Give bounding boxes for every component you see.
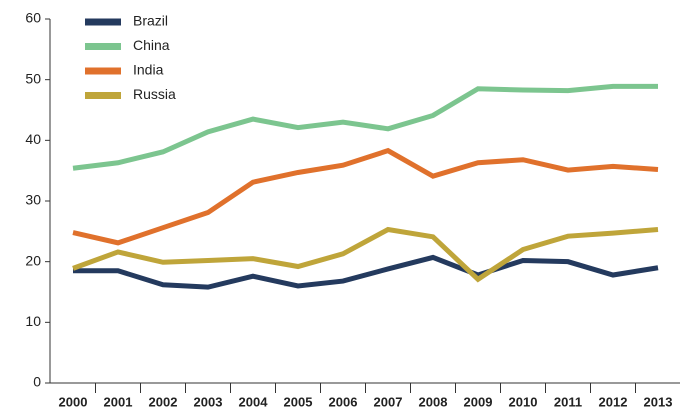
y-tick-label: 50 — [25, 70, 41, 86]
legend-label: China — [133, 37, 170, 53]
line-series — [72, 83, 658, 171]
x-tick-label: 2010 — [509, 394, 538, 409]
x-tick-label: 2003 — [194, 394, 223, 409]
x-tick-label: 2006 — [329, 394, 358, 409]
x-tick-label: 2004 — [239, 394, 269, 409]
y-tick-label: 40 — [25, 131, 41, 147]
x-tick-label: 2009 — [464, 394, 493, 409]
line-series — [73, 254, 659, 290]
x-tick-label: 2007 — [374, 394, 403, 409]
line-series — [72, 147, 659, 246]
legend-label: Brazil — [133, 13, 168, 29]
x-tick-label: 2011 — [554, 394, 582, 409]
legend-label: Russia — [133, 86, 176, 102]
legend-label: India — [133, 62, 164, 78]
x-tick-label: 2001 — [104, 394, 133, 409]
y-tick-label: 10 — [25, 313, 41, 329]
x-tick-label: 2008 — [419, 394, 448, 409]
y-tick-label: 0 — [33, 374, 41, 390]
y-tick-label: 30 — [25, 192, 41, 208]
x-tick-label: 2013 — [644, 394, 673, 409]
x-tick-label: 2005 — [284, 394, 313, 409]
x-tick-label: 2002 — [149, 394, 178, 409]
x-tick-label: 2012 — [599, 394, 628, 409]
line-series — [72, 226, 659, 283]
y-tick-label: 20 — [25, 252, 41, 268]
y-tick-label: 60 — [25, 10, 41, 26]
x-tick-label: 2000 — [59, 394, 88, 409]
